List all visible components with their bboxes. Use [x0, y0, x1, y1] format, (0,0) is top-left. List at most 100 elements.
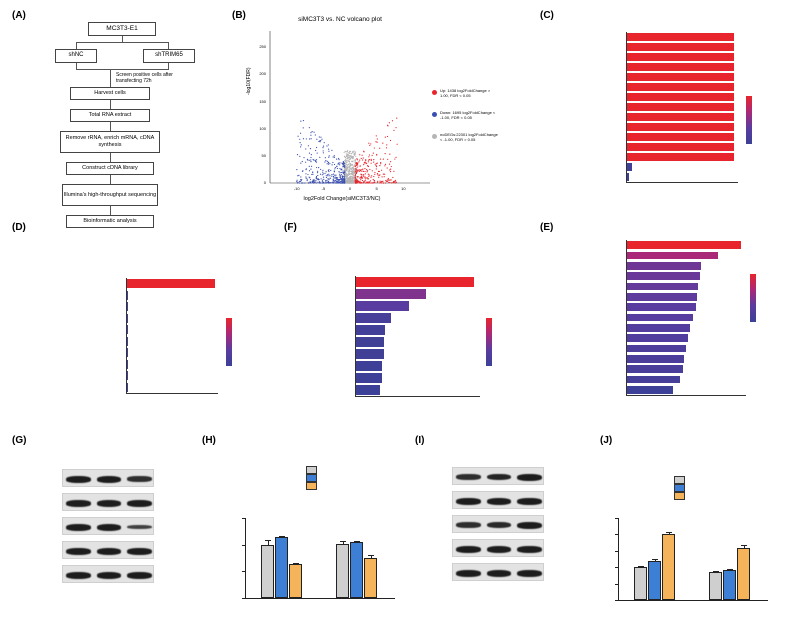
volcano-point-down [324, 172, 326, 175]
volcano-point-up [368, 175, 370, 177]
volcano-point-up [367, 182, 369, 184]
volcano-point-up [368, 142, 370, 144]
bar [261, 544, 274, 598]
volcano-point-down [328, 178, 330, 181]
volcano-point-down [299, 180, 302, 183]
volcano-point-down [343, 175, 345, 178]
volcano-point-up [393, 170, 395, 172]
volcano-point-up [360, 157, 362, 160]
volcano-point-nodeg [353, 182, 355, 184]
volcano-point-down [331, 175, 333, 177]
volcano-point-up [391, 182, 393, 184]
volcano-point-down [326, 160, 328, 162]
error-bar-cap [279, 535, 285, 537]
volcano-point-up [382, 173, 384, 175]
volcano-point-up [380, 169, 383, 171]
volcano-point-up [362, 159, 364, 161]
bar [627, 83, 734, 91]
volcano-point-up [355, 163, 357, 165]
volcano-point-up [358, 181, 360, 183]
volcano-point-nodeg [351, 170, 353, 172]
volcano-point-down [333, 182, 335, 184]
error-bar-cap [638, 565, 644, 567]
volcano-point-down [299, 142, 301, 144]
volcano-point-nodeg [348, 156, 351, 158]
blot-band [96, 475, 122, 483]
volcano-point-down [317, 174, 319, 177]
volcano-point-down [337, 163, 339, 165]
volcano-point-up [373, 161, 375, 163]
volcano-point-up [366, 162, 368, 164]
volcano-point-down [328, 170, 330, 173]
blot-band [456, 522, 481, 528]
volcano-point-down [310, 132, 312, 134]
volcano-point-down [335, 180, 338, 182]
blot-band [517, 569, 542, 577]
volcano-point-up [363, 181, 365, 183]
volcano-point-down [344, 172, 346, 174]
volcano-point-up [364, 161, 366, 163]
volcano-point-up [380, 163, 382, 165]
volcano-point-nodeg [347, 163, 350, 165]
volcano-point-down [344, 170, 346, 172]
panel-label-c: (C) [540, 10, 554, 21]
volcano-point-up [365, 178, 367, 180]
flow-shtrim65-box: shTRIM65 [143, 49, 195, 63]
volcano-point-down [297, 135, 299, 137]
volcano-point-up [393, 182, 396, 184]
volcano-ytick: 250 [259, 44, 266, 50]
flow-step: Illumina's high-throughput sequencing [62, 184, 158, 206]
bar [627, 303, 696, 312]
volcano-point-down [327, 180, 329, 182]
error-bar-cap [741, 545, 747, 547]
volcano-point-down [315, 149, 317, 152]
volcano-point-nodeg [353, 175, 355, 177]
volcano-point-down [324, 161, 326, 163]
volcano-point-up [370, 159, 372, 162]
volcano-point-down [301, 182, 303, 184]
volcano-point-nodeg [347, 173, 349, 175]
volcano-point-up [389, 179, 391, 181]
volcano-point-down [336, 178, 338, 181]
flow-step: Remove rRNA, enrich mRNA, cDNA synthesis [60, 131, 160, 153]
volcano-point-down [307, 159, 309, 161]
volcano-point-nodeg [346, 180, 348, 182]
volcano-point-nodeg [349, 182, 351, 184]
volcano-point-down [308, 138, 311, 140]
bar [627, 93, 734, 101]
volcano-point-down [327, 144, 329, 146]
bar [627, 323, 690, 332]
volcano-point-up [385, 147, 388, 149]
blot-strip [62, 493, 154, 511]
volcano-point-nodeg [344, 158, 347, 160]
volcano-point-nodeg [346, 153, 348, 155]
volcano-point-down [322, 169, 324, 172]
bar [662, 534, 675, 600]
volcano-point-down [315, 159, 318, 161]
volcano-point-nodeg [346, 176, 348, 178]
volcano-point-up [361, 169, 363, 171]
volcano-point-down [325, 179, 327, 182]
error-bar [743, 545, 745, 548]
legend-swatch [306, 482, 317, 490]
volcano-point-nodeg [345, 166, 348, 168]
volcano-point-down [312, 171, 314, 173]
volcano-point-nodeg [346, 158, 348, 160]
volcano-point-nodeg [343, 151, 345, 154]
volcano-point-down [325, 181, 327, 183]
volcano-point-up [375, 163, 378, 165]
bar [336, 543, 349, 598]
volcano-point-down [332, 181, 334, 183]
volcano-point-down [312, 173, 314, 175]
flow-connector [168, 63, 169, 69]
volcano-point-up [384, 136, 386, 138]
volcano-point-up [357, 181, 359, 183]
volcano-ytick: 150 [259, 98, 266, 104]
colorbar [486, 318, 492, 366]
volcano-xtick: 5 [375, 186, 378, 191]
volcano-point-up [377, 180, 379, 182]
volcano-point-up [386, 167, 388, 169]
volcano-point-up [360, 175, 362, 178]
volcano-point-nodeg [353, 159, 355, 161]
volcano-point-down [338, 171, 340, 173]
